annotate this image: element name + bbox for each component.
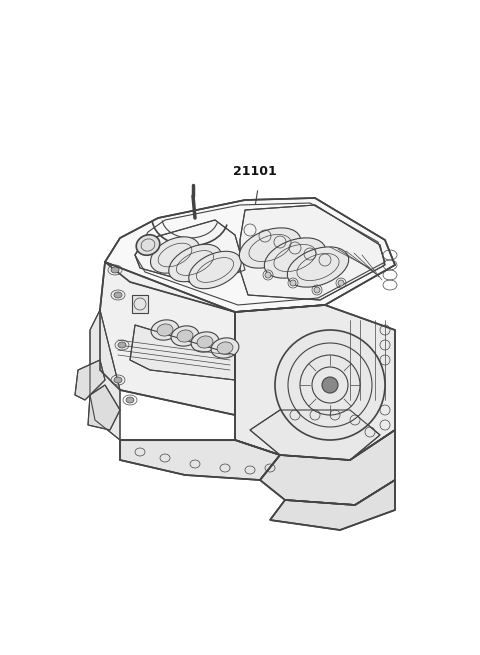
Ellipse shape	[171, 326, 199, 346]
Ellipse shape	[151, 320, 179, 340]
Ellipse shape	[114, 377, 122, 383]
Polygon shape	[75, 360, 105, 400]
Ellipse shape	[114, 292, 122, 298]
Polygon shape	[100, 262, 235, 415]
Polygon shape	[105, 198, 395, 312]
Polygon shape	[260, 430, 395, 505]
Polygon shape	[135, 220, 245, 285]
Ellipse shape	[211, 338, 239, 358]
Polygon shape	[270, 480, 395, 530]
Text: 21101: 21101	[233, 165, 277, 178]
Polygon shape	[88, 385, 120, 430]
Polygon shape	[130, 325, 235, 380]
Ellipse shape	[197, 336, 213, 348]
Ellipse shape	[191, 332, 219, 352]
Ellipse shape	[322, 377, 338, 393]
Ellipse shape	[240, 228, 300, 268]
Polygon shape	[240, 205, 385, 300]
Ellipse shape	[217, 342, 233, 354]
Polygon shape	[250, 410, 380, 460]
Ellipse shape	[177, 330, 193, 342]
Polygon shape	[235, 305, 395, 460]
Ellipse shape	[118, 342, 126, 348]
Ellipse shape	[126, 397, 134, 403]
Ellipse shape	[264, 238, 326, 278]
Ellipse shape	[338, 280, 344, 286]
Ellipse shape	[111, 267, 119, 273]
Polygon shape	[132, 295, 148, 313]
Ellipse shape	[136, 234, 160, 255]
Ellipse shape	[290, 280, 296, 286]
Ellipse shape	[265, 272, 271, 278]
Ellipse shape	[275, 330, 385, 440]
Polygon shape	[90, 310, 120, 440]
Ellipse shape	[314, 287, 320, 293]
Ellipse shape	[288, 247, 348, 287]
Ellipse shape	[169, 244, 221, 282]
Ellipse shape	[157, 324, 173, 336]
Ellipse shape	[151, 237, 200, 273]
Polygon shape	[120, 440, 280, 480]
Ellipse shape	[189, 252, 241, 289]
